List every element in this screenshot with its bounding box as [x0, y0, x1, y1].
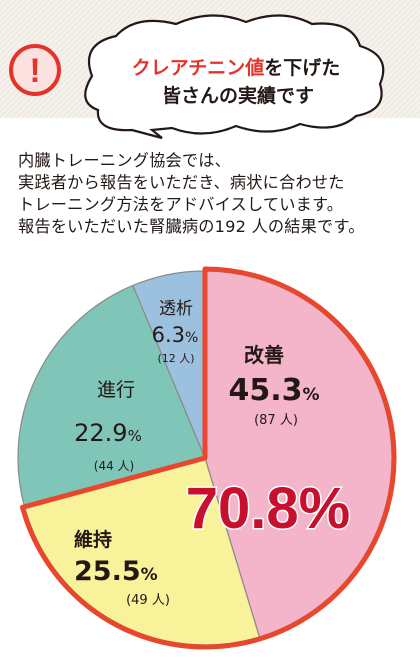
svg-text:45.3%: 45.3% — [228, 373, 319, 408]
intro-line: 内臓トレーニング協会では、 — [18, 151, 232, 170]
slice-value: 6.3 — [152, 323, 185, 347]
slice-name: 透析 — [159, 299, 193, 319]
slice-unit: % — [302, 385, 319, 405]
slice-value: 25.5 — [74, 556, 141, 587]
intro-line: トレーニング方法をアドバイスしています。 — [18, 195, 344, 214]
heading-line1: を下げた — [264, 57, 340, 79]
slice-label-maintain: 維持 25.5% (49 人) — [74, 528, 170, 608]
slice-label-improve: 改善 45.3% (87 人) — [228, 343, 319, 428]
slice-name: 改善 — [244, 343, 284, 367]
heading-line2: 皆さんの実績です — [162, 84, 314, 107]
slice-name: 進行 — [97, 379, 135, 401]
highlighted-total: 70.8% — [186, 476, 350, 541]
svg-text:25.5%: 25.5% — [74, 556, 158, 587]
slice-name: 維持 — [74, 528, 112, 551]
slice-unit: % — [185, 330, 198, 346]
slice-value: 22.9 — [74, 419, 127, 447]
slice-value: 45.3 — [228, 373, 302, 408]
slice-count: (12 人) — [157, 352, 194, 365]
pie-slice-3 — [17, 284, 206, 508]
slice-label-progress: 進行 22.9% (44 人) — [74, 379, 142, 473]
svg-text:6.3%: 6.3% — [152, 323, 199, 347]
heading-highlight: クレアチニン値 — [132, 57, 265, 79]
highlight-outline — [20, 266, 397, 650]
alert-icon: ! — [9, 44, 61, 96]
intro-line: 報告をいただいた腎臓病の192 人の結果です。 — [18, 217, 365, 236]
svg-text:クレアチニン値を下げた: クレアチニン値を下げた — [132, 57, 341, 79]
slice-unit: % — [128, 427, 142, 445]
slice-unit: % — [141, 565, 158, 585]
svg-text:22.9%: 22.9% — [74, 419, 142, 447]
slice-count: (44 人) — [94, 459, 134, 473]
slice-count: (49 人) — [126, 593, 170, 608]
speech-bubble: クレアチニン値を下げた 皆さんの実績です — [84, 14, 385, 140]
slice-count: (87 人) — [254, 413, 298, 428]
exclamation-mark: ! — [29, 52, 40, 90]
intro-text: 内臓トレーニング協会では、 実践者から報告をいただき、病状に合わせた トレーニン… — [18, 150, 414, 238]
slice-label-dialysis: 透析 6.3% (12 人) — [152, 299, 199, 365]
intro-line: 実践者から報告をいただき、病状に合わせた — [18, 173, 345, 192]
